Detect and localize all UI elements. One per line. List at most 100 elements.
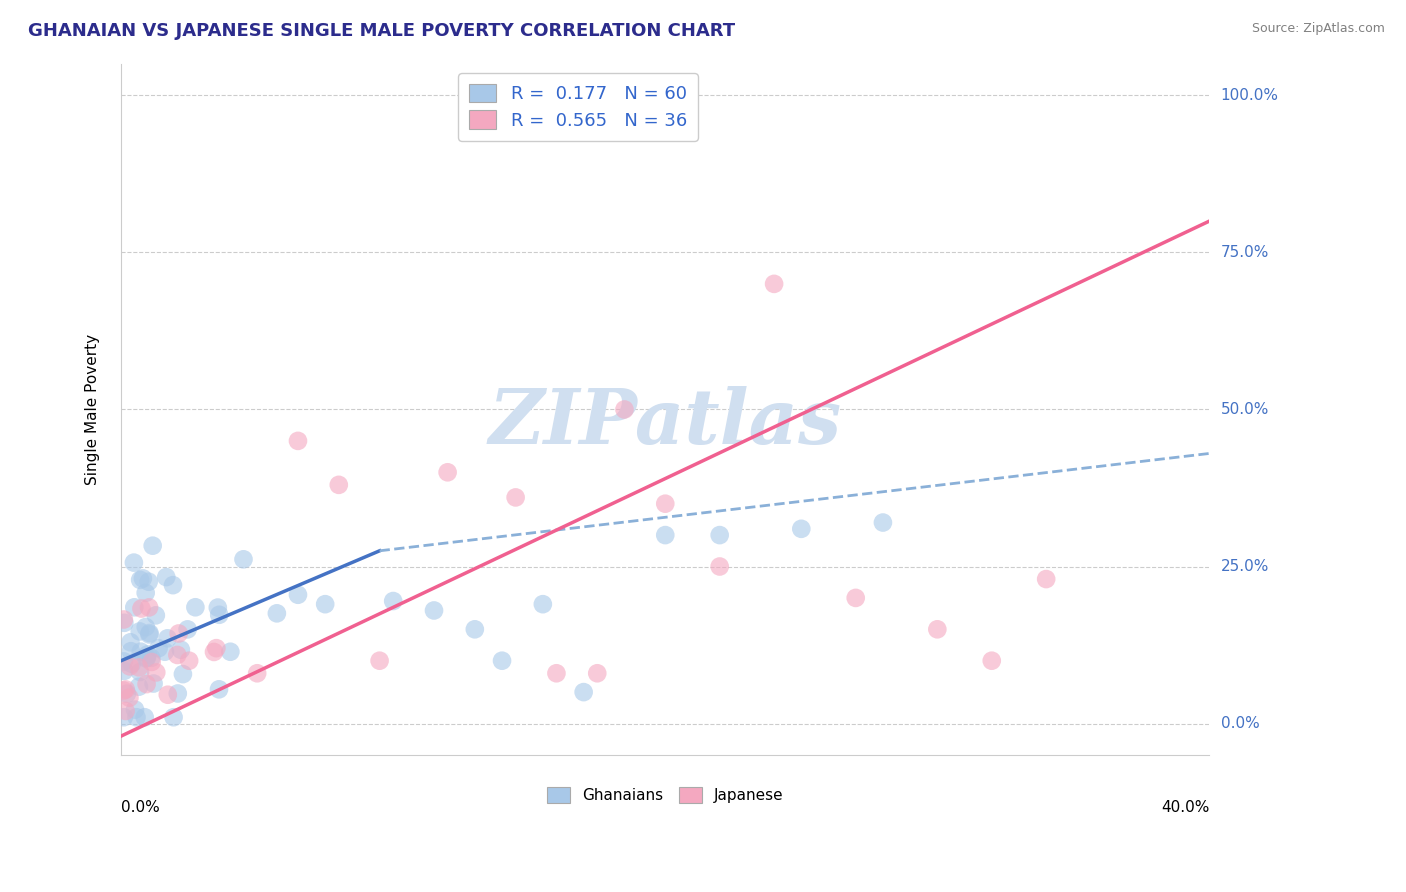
Point [118,690,141,705]
Text: GHANAIAN VS JAPANESE SINGLE MALE POVERTY CORRELATION CHART: GHANAIAN VS JAPANESE SINGLE MALE POVERTY… [28,22,735,40]
Point [142,539,165,553]
Point [709,528,731,542]
Point [156,688,179,702]
Text: 25.0%: 25.0% [1220,559,1268,574]
Point [122,556,145,570]
Point [423,603,446,617]
Point [166,686,188,700]
Text: 0.0%: 0.0% [121,800,160,814]
Point [112,664,135,678]
Point [517,120,540,134]
Point [1035,572,1057,586]
Point [131,601,153,615]
Text: 50.0%: 50.0% [1220,402,1268,417]
Point [208,607,231,622]
Point [128,680,150,694]
Point [572,685,595,699]
Point [491,654,513,668]
Point [138,574,160,589]
Point [128,660,150,674]
Point [124,600,146,615]
Point [129,573,152,587]
Point [112,615,135,630]
Point [586,666,609,681]
Point [124,703,146,717]
Point [546,666,568,681]
Point [125,710,148,724]
Point [112,655,135,669]
Point [179,654,201,668]
Text: 0.0%: 0.0% [1220,716,1260,731]
Point [112,710,135,724]
Point [232,552,254,566]
Point [763,277,786,291]
Point [129,645,152,659]
Point [138,600,160,615]
Point [790,522,813,536]
Point [205,641,228,656]
Point [176,623,198,637]
Point [531,597,554,611]
Point [145,608,167,623]
Point [141,651,163,665]
Point [382,594,405,608]
Point [709,559,731,574]
Point [246,666,269,681]
Point [114,704,136,718]
Point [266,607,288,621]
Point [135,651,157,665]
Text: ZIPatlas: ZIPatlas [489,386,842,460]
Text: 40.0%: 40.0% [1161,800,1209,814]
Point [207,600,229,615]
Point [145,665,167,680]
Point [219,645,242,659]
Point [115,687,138,701]
Point [328,478,350,492]
Point [927,622,949,636]
Point [120,635,142,649]
Point [135,677,157,691]
Point [112,683,135,698]
Point [613,402,636,417]
Text: 100.0%: 100.0% [1220,88,1278,103]
Point [872,516,894,530]
Point [121,657,143,671]
Text: Source: ZipAtlas.com: Source: ZipAtlas.com [1251,22,1385,36]
Text: 75.0%: 75.0% [1220,245,1268,260]
Point [118,659,141,673]
Point [162,710,184,724]
Point [132,571,155,585]
Point [436,465,458,479]
Point [654,528,676,542]
Point [845,591,868,605]
Point [654,497,676,511]
Point [112,613,135,627]
Point [208,682,231,697]
Point [287,588,309,602]
Point [155,570,177,584]
Point [980,654,1002,668]
Point [153,645,176,659]
Point [128,624,150,639]
Point [172,667,194,681]
Point [114,682,136,697]
Y-axis label: Single Male Poverty: Single Male Poverty [86,334,100,485]
Point [129,665,152,679]
Point [148,641,170,656]
Point [314,597,336,611]
Point [120,644,142,658]
Point [368,654,391,668]
Point [138,626,160,640]
Point [287,434,309,448]
Point [135,650,157,665]
Legend: Ghanaians, Japanese: Ghanaians, Japanese [541,781,790,809]
Point [141,655,163,669]
Point [464,622,486,636]
Point [134,710,156,724]
Point [136,648,159,662]
Point [505,491,527,505]
Point [135,620,157,634]
Point [170,642,193,657]
Point [135,586,157,600]
Point [138,627,160,641]
